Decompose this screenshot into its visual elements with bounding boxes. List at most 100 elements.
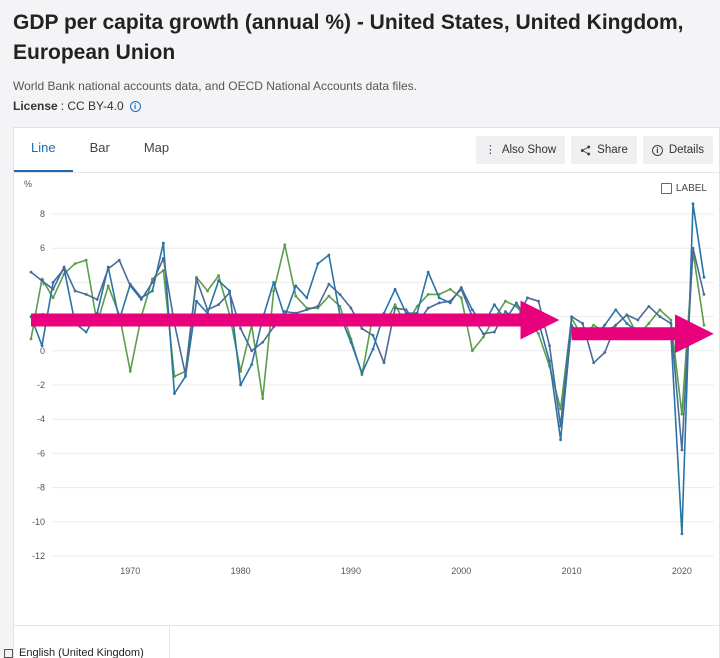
data-point-us <box>415 304 419 308</box>
x-tick-label: 1980 <box>231 566 251 576</box>
x-axis-ticks: 1970 1980 1990 2000 2010 2020 <box>120 566 692 576</box>
data-point-eu <box>195 277 198 281</box>
data-point-eu <box>448 299 452 303</box>
data-point-us <box>537 332 540 336</box>
data-point-us <box>680 412 684 416</box>
info-circle-icon[interactable]: i <box>129 100 141 112</box>
data-point-eu <box>261 340 265 344</box>
data-point-eu <box>217 303 220 307</box>
data-point-uk <box>492 303 496 307</box>
data-point-eu <box>40 279 44 283</box>
data-point-eu <box>139 298 143 301</box>
share-button[interactable]: Share <box>571 136 637 164</box>
data-point-eu <box>492 330 496 334</box>
x-tick-label: 2010 <box>562 566 582 576</box>
y-tick-label: -2 <box>37 380 45 390</box>
data-point-eu <box>250 349 254 353</box>
data-point-uk <box>40 344 44 348</box>
data-point-us <box>426 292 430 296</box>
data-point-us <box>206 289 209 293</box>
details-label: Details <box>668 144 704 156</box>
y-tick-label: 4 <box>40 277 45 287</box>
data-point-eu <box>371 334 375 337</box>
data-point-uk <box>559 438 562 442</box>
data-point-eu <box>581 322 585 325</box>
data-point-uk <box>294 284 298 288</box>
y-axis-ticks: 86420-2-4-6-8-10-12 <box>32 209 45 561</box>
y-unit-label: % <box>24 179 32 189</box>
data-point-eu <box>327 282 331 286</box>
data-point-eu <box>481 332 485 336</box>
data-point-eu <box>537 299 540 303</box>
data-point-eu <box>117 258 121 262</box>
data-point-us <box>592 323 596 327</box>
details-button[interactable]: i Details <box>642 136 713 164</box>
annotation-arrows <box>31 300 714 354</box>
data-point-us <box>272 289 276 293</box>
y-tick-label: -10 <box>32 517 45 527</box>
x-tick-label: 1990 <box>341 566 361 576</box>
data-point-us <box>702 323 706 327</box>
share-icon <box>580 145 591 155</box>
tab-bar[interactable]: Bar <box>89 140 110 155</box>
data-point-uk <box>371 347 375 351</box>
page-title: GDP per capita growth (annual %) - Unite… <box>13 11 684 64</box>
tab-map[interactable]: Map <box>143 140 170 155</box>
language-selector[interactable]: English (United Kingdom) <box>4 648 144 658</box>
data-point-eu <box>228 291 231 295</box>
data-point-eu <box>150 281 154 284</box>
data-point-eu <box>680 448 684 452</box>
data-point-us <box>393 303 397 307</box>
x-tick-label: 2020 <box>672 566 692 576</box>
info-circle-icon: i <box>651 144 663 156</box>
data-point-eu <box>669 322 673 325</box>
tab-line[interactable]: Line <box>14 128 73 172</box>
x-tick-label: 2000 <box>451 566 471 576</box>
data-point-us <box>217 274 220 277</box>
label-checkbox[interactable] <box>660 183 672 194</box>
grid-lines <box>52 213 714 557</box>
vertical-dots-icon: ⋮ <box>484 144 496 156</box>
x-tick-label: 1970 <box>120 566 140 576</box>
share-label: Share <box>597 144 628 156</box>
y-tick-label: -12 <box>32 551 45 561</box>
chart-tabs: Line Bar Map <box>14 128 186 172</box>
also-show-button[interactable]: ⋮ Also Show <box>475 136 566 164</box>
source-note: World Bank national accounts data, and O… <box>13 79 418 93</box>
data-point-us <box>261 397 265 401</box>
tab-divider <box>14 172 719 173</box>
data-point-uk <box>195 299 198 303</box>
chart-card: Line Bar Map ⋮ Also Show Share i Details… <box>13 127 720 658</box>
y-tick-label: -8 <box>37 483 45 493</box>
data-point-eu <box>437 301 441 305</box>
data-point-eu <box>459 287 463 291</box>
label-toggle[interactable]: LABEL <box>660 183 707 194</box>
data-point-us <box>283 243 287 247</box>
data-point-uk <box>272 281 276 284</box>
y-tick-label: 6 <box>40 243 45 253</box>
data-point-eu <box>691 246 695 250</box>
data-point-us <box>294 294 298 298</box>
data-point-eu <box>239 327 243 330</box>
y-tick-label: -6 <box>37 448 45 458</box>
data-point-us <box>459 296 463 300</box>
data-point-uk <box>239 383 243 387</box>
data-point-uk <box>614 308 618 312</box>
series-line-us <box>30 244 705 415</box>
data-point-uk <box>426 270 430 274</box>
data-point-us <box>658 308 662 312</box>
chart-toolbar: ⋮ Also Show Share i Details <box>475 136 713 164</box>
data-point-us <box>73 262 77 265</box>
data-point-uk <box>625 322 629 325</box>
data-point-eu <box>360 327 364 330</box>
data-point-us <box>647 322 651 325</box>
data-point-eu <box>305 308 309 312</box>
data-point-eu <box>404 308 408 312</box>
label-toggle-text: LABEL <box>675 183 707 194</box>
timeline-separator <box>169 626 170 658</box>
data-point-uk <box>360 371 364 375</box>
data-point-uk <box>51 281 55 284</box>
y-tick-label: 0 <box>40 346 45 356</box>
data-point-us <box>84 258 88 262</box>
data-point-us <box>669 318 673 322</box>
